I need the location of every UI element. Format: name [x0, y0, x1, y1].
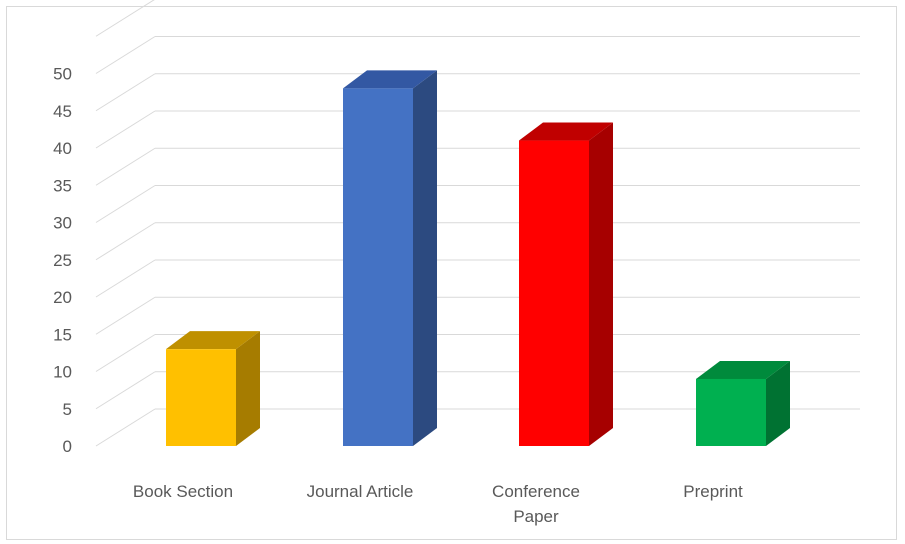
y-tick-label: 15 [53, 325, 72, 344]
bar-front [519, 140, 589, 447]
bar-top [696, 360, 790, 379]
bar [343, 70, 437, 447]
bar-side [413, 70, 437, 447]
gridline-diagonal [95, 110, 156, 149]
y-tick-label: 5 [63, 400, 72, 419]
y-tick-label: 0 [63, 437, 72, 456]
gridlines [95, 0, 860, 447]
bars [166, 70, 790, 447]
y-tick-label: 35 [53, 176, 72, 195]
x-category-label: Conference Paper [492, 482, 580, 526]
bar-front [696, 378, 766, 446]
bar-side [236, 331, 260, 446]
y-tick-label: 25 [53, 251, 72, 270]
gridline-diagonal [95, 334, 156, 372]
bar [166, 331, 260, 446]
bar-top [166, 331, 260, 350]
gridline-diagonal [95, 408, 156, 447]
gridline-diagonal [95, 185, 156, 223]
bar-front [166, 349, 236, 446]
bar [519, 122, 613, 447]
x-axis-categories: Book Section Journal Article Conference Pap… [133, 482, 743, 526]
bar [696, 360, 790, 446]
gridline-diagonal [95, 259, 156, 298]
y-tick-label: 50 [53, 65, 72, 84]
y-tick-label: 10 [53, 363, 72, 382]
y-tick-label: 45 [53, 102, 72, 121]
gridline-diagonal [95, 0, 155, 37]
gridline-diagonal [95, 371, 156, 410]
gridline-diagonal [95, 222, 156, 261]
gridline-diagonal [95, 296, 156, 335]
gridline-diagonal [95, 73, 156, 112]
y-axis-ticks: 0 5 10 15 20 25 30 35 40 45 50 [53, 65, 72, 457]
bar-front [343, 88, 413, 447]
x-category-label: Book Section [133, 482, 233, 501]
x-category-label: Journal Article [307, 482, 414, 501]
bar-top [519, 122, 613, 141]
gridline-diagonal [95, 36, 156, 74]
gridline-diagonal [95, 147, 156, 186]
y-tick-label: 30 [53, 214, 72, 233]
x-category-label: Preprint [683, 482, 743, 501]
bar-side [766, 360, 790, 446]
bar-top [343, 70, 437, 89]
y-tick-label: 40 [53, 139, 72, 158]
bar-side [589, 122, 613, 447]
chart-frame [6, 6, 897, 540]
y-tick-label: 20 [53, 288, 72, 307]
